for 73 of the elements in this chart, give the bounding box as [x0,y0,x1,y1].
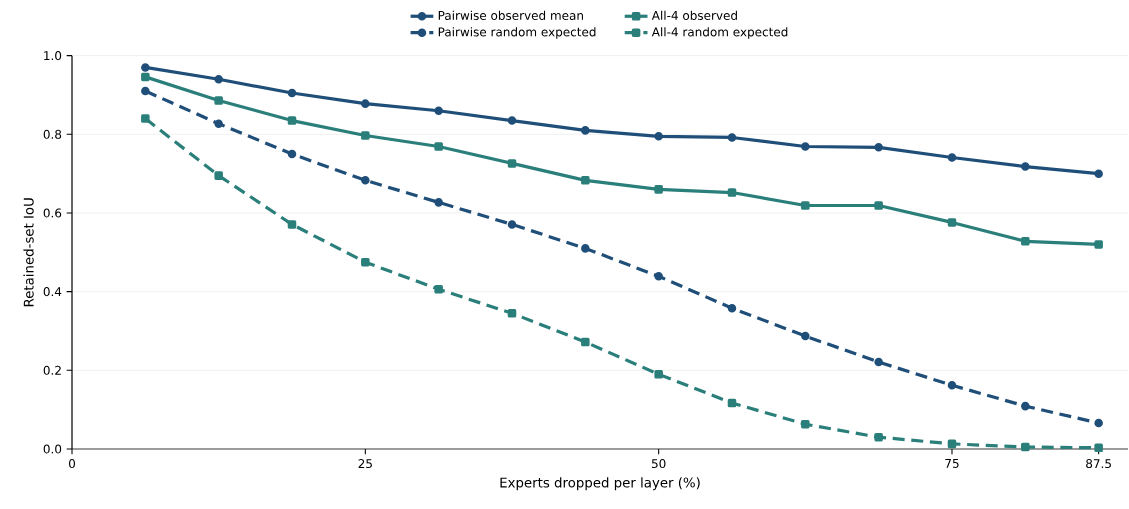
point [947,153,957,162]
y-tick-label: 0.0 [43,444,62,454]
point [507,116,517,125]
point [141,114,150,123]
point [947,218,957,227]
point [801,142,810,151]
point [654,272,663,281]
point [507,309,517,318]
point [581,176,590,185]
point [727,303,737,313]
point [581,337,590,347]
point [801,201,810,210]
y-tick-label: 1.0 [44,51,62,61]
point [654,369,663,379]
legend-label: All-4 observed [651,10,737,20]
point [874,201,883,210]
x-tick-label: 0 [68,459,76,469]
point [1021,401,1030,411]
y-tick-label: 0.8 [43,129,62,139]
point [141,86,150,96]
point [287,116,297,125]
y-tick-label: 0.2 [43,365,61,375]
point [874,432,883,442]
legend-label: Pairwise random expected [438,27,596,39]
point [1094,418,1103,428]
point [214,74,223,84]
point [361,131,370,140]
point [214,171,223,180]
point [434,198,443,207]
point [434,142,443,151]
point [214,119,223,128]
point [727,133,737,142]
point [287,149,297,159]
point [287,220,297,229]
point [581,244,590,253]
point [1094,169,1103,178]
point [214,96,223,105]
point [361,99,370,108]
point [287,88,297,98]
point [654,185,663,194]
legend-label: All-4 random expected [651,27,788,39]
point [361,176,370,185]
point [507,220,517,229]
point [361,257,370,267]
x-tick-label: 87.5 [1086,459,1111,469]
x-tick-label: 75 [945,459,959,468]
point [141,72,150,82]
point [581,126,590,135]
point [874,357,883,367]
y-axis-title: Retained-set IoU [23,198,34,307]
point [507,159,517,168]
x-axis-title: Experts dropped per layer (%) [500,477,700,491]
point [141,63,150,72]
point [801,419,810,429]
point [1094,240,1103,249]
x-tick-label: 25 [358,459,372,469]
y-tick-label: 0.6 [43,208,62,218]
point [654,132,663,141]
point [727,398,737,408]
point [874,143,883,152]
x-tick-label: 50 [651,459,666,469]
point [434,285,443,294]
y-tick-label: 0.4 [43,287,62,297]
point [801,331,810,341]
point [947,381,957,390]
point [1021,237,1030,246]
point [727,188,737,197]
point [1021,162,1030,171]
point [1021,442,1030,452]
point [947,439,957,449]
legend-label: Pairwise observed mean [438,10,583,20]
point [434,106,443,115]
point [1094,443,1103,453]
